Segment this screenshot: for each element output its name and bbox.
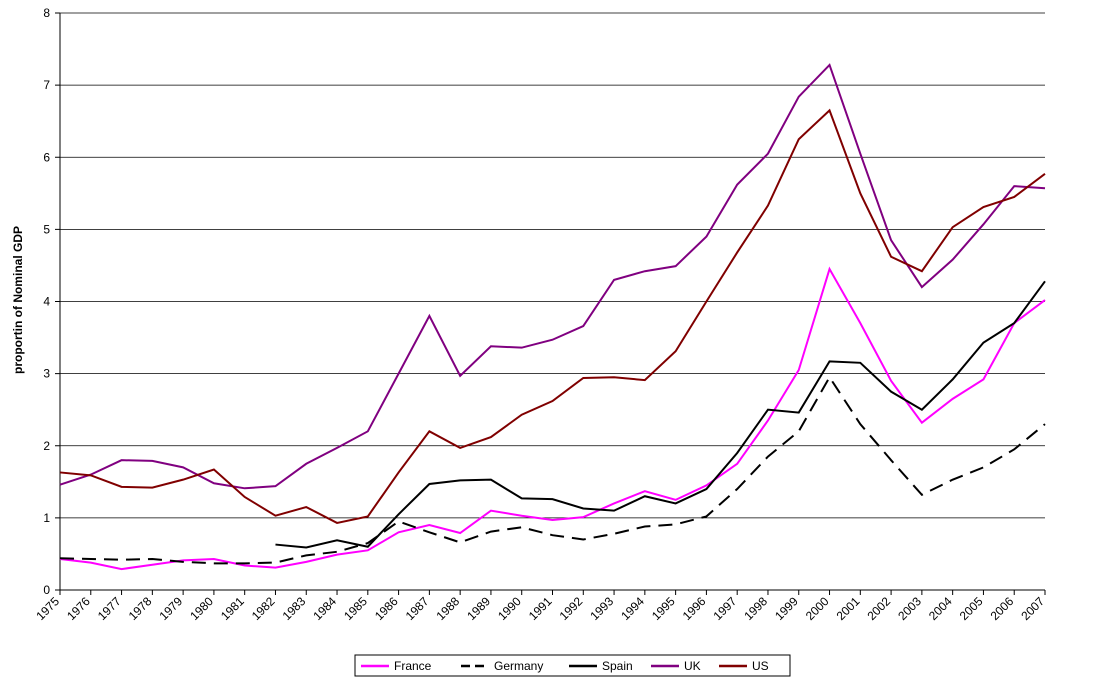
y-tick-label: 3 bbox=[43, 367, 50, 381]
x-tick-label: 2004 bbox=[926, 594, 955, 623]
y-tick-label: 2 bbox=[43, 439, 50, 453]
x-tick-label: 1986 bbox=[372, 594, 401, 623]
x-tick-label: 1979 bbox=[156, 594, 185, 623]
x-tick-label: 1996 bbox=[680, 594, 709, 623]
x-tick-label: 1977 bbox=[95, 594, 124, 623]
x-tick-label: 1994 bbox=[618, 594, 647, 623]
x-tick-label: 2001 bbox=[834, 594, 863, 623]
x-tick-label: 2003 bbox=[895, 594, 924, 623]
x-tick-label: 1997 bbox=[711, 594, 740, 623]
x-tick-label: 1978 bbox=[126, 594, 155, 623]
x-tick-label: 1991 bbox=[526, 594, 555, 623]
legend-label: UK bbox=[684, 659, 701, 673]
x-tick-label: 1975 bbox=[33, 594, 62, 623]
y-axis-label: proportin of Nominal GDP bbox=[11, 226, 25, 374]
series-line bbox=[59, 375, 1046, 565]
y-tick-label: 6 bbox=[43, 150, 50, 164]
y-tick-label: 7 bbox=[43, 78, 50, 92]
x-tick-label: 1982 bbox=[249, 594, 278, 623]
x-tick-label: 1992 bbox=[557, 594, 586, 623]
y-tick-label: 1 bbox=[43, 511, 50, 525]
x-tick-label: 1993 bbox=[587, 594, 616, 623]
x-tick-label: 1985 bbox=[341, 594, 370, 623]
x-tick-label: 1981 bbox=[218, 594, 247, 623]
series-line bbox=[59, 108, 1046, 524]
x-tick-label: 1989 bbox=[464, 594, 493, 623]
x-tick-label: 2002 bbox=[864, 594, 893, 623]
x-tick-label: 1983 bbox=[280, 594, 309, 623]
x-tick-label: 1990 bbox=[495, 594, 524, 623]
legend-label: France bbox=[394, 659, 432, 673]
series-line bbox=[59, 266, 1046, 571]
y-tick-label: 0 bbox=[43, 583, 50, 597]
legend-label: US bbox=[752, 659, 769, 673]
series-line bbox=[59, 63, 1046, 490]
x-tick-label: 1976 bbox=[64, 594, 93, 623]
x-tick-label: 2007 bbox=[1018, 594, 1047, 623]
y-tick-label: 8 bbox=[43, 6, 50, 20]
x-tick-label: 1984 bbox=[310, 594, 339, 623]
y-tick-label: 5 bbox=[43, 222, 50, 236]
x-tick-label: 2000 bbox=[803, 594, 832, 623]
x-tick-label: 1988 bbox=[433, 594, 462, 623]
legend-label: Spain bbox=[602, 659, 633, 673]
series-line bbox=[275, 280, 1046, 549]
x-tick-label: 2006 bbox=[988, 594, 1017, 623]
x-tick-label: 1980 bbox=[187, 594, 216, 623]
x-tick-label: 2005 bbox=[957, 594, 986, 623]
y-tick-label: 4 bbox=[43, 295, 50, 309]
x-tick-label: 1998 bbox=[741, 594, 770, 623]
x-tick-label: 1987 bbox=[403, 594, 432, 623]
legend-label: Germany bbox=[494, 659, 543, 673]
x-tick-label: 1995 bbox=[649, 594, 678, 623]
x-tick-label: 1999 bbox=[772, 594, 801, 623]
